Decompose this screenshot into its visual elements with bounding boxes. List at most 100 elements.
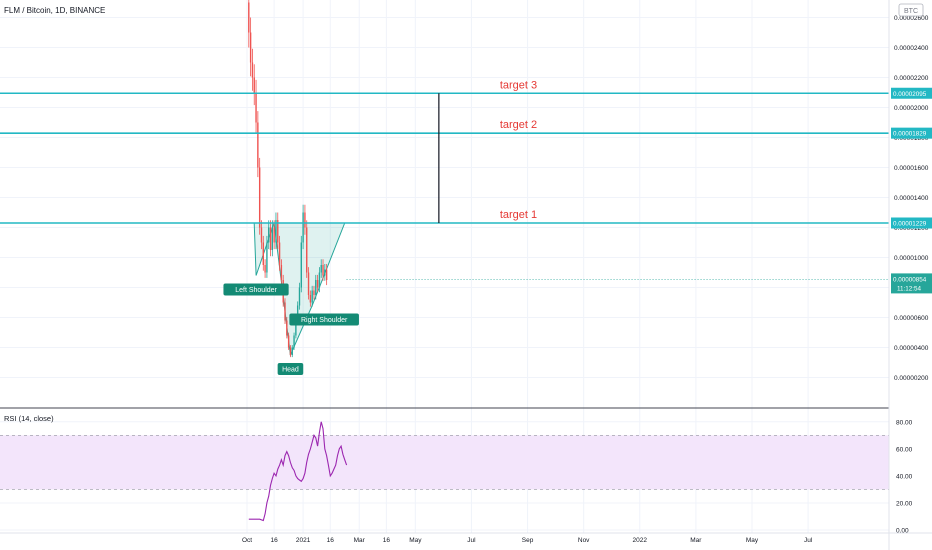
- current-price-tag: [891, 273, 932, 294]
- candle-body: [253, 77, 255, 93]
- candle-body: [278, 242, 281, 265]
- countdown-label: 11:12:54: [897, 285, 922, 292]
- target-price-tag-label: 0.00001229: [893, 221, 927, 228]
- candle-body: [257, 122, 259, 168]
- time-tick-label: 2022: [633, 537, 648, 544]
- left-shoulder-label: Left Shoulder: [235, 287, 277, 294]
- candle-body: [266, 242, 268, 273]
- rsi-tick-label: 0.00: [896, 528, 909, 535]
- current-price-label: 0.00000854: [893, 276, 927, 283]
- target-lines[interactable]: target 1 target 2 target 3: [0, 79, 889, 224]
- candle-body: [296, 305, 299, 318]
- candle-body: [251, 62, 254, 78]
- candle-body: [280, 265, 283, 280]
- right-shoulder-label: Right Shoulder: [301, 317, 348, 324]
- target-label: target 1: [500, 209, 537, 221]
- candle-body: [304, 212, 306, 228]
- candle-body: [315, 280, 317, 295]
- rsi-tick-label: 20.00: [896, 500, 913, 507]
- candle-body: [287, 335, 290, 348]
- right-shoulder-label-box: [289, 313, 359, 326]
- time-tick-label: Nov: [578, 537, 590, 544]
- candle-body: [291, 347, 293, 355]
- candle-body: [311, 290, 313, 303]
- time-tick-label: 16: [327, 537, 335, 544]
- target-price-tag-label: 0.00001829: [893, 131, 927, 138]
- price-tick-label: 0.00000600: [894, 315, 929, 322]
- time-tick-label: Mar: [354, 537, 366, 544]
- price-tick-label: 0.00002200: [894, 75, 929, 82]
- rsi-band-fill: [0, 435, 889, 490]
- time-tick-label: Sep: [522, 537, 534, 544]
- price-tick-label: 0.00002000: [894, 105, 929, 112]
- left-shoulder-label-box: [223, 283, 289, 296]
- price-tick-label: 0.00002600: [894, 15, 929, 22]
- currency-badge-label: BTC: [904, 8, 918, 15]
- candle-body: [320, 265, 322, 273]
- rsi-band: [0, 434, 889, 490]
- candle-body: [268, 227, 270, 243]
- candle-body: [262, 242, 264, 265]
- candle-body: [325, 269, 328, 280]
- rsi-title: RSI (14, close): [4, 414, 54, 423]
- rsi-series-line: [248, 421, 348, 522]
- candle-body: [248, 2, 250, 33]
- price-candles[interactable]: [248, 0, 328, 358]
- candle-body: [271, 227, 274, 250]
- target-label: target 2: [500, 119, 537, 131]
- target-price-tag: [891, 217, 932, 229]
- rsi-tick-label: 80.00: [896, 419, 913, 426]
- time-tick-label: Mar: [690, 537, 702, 544]
- target-price-tag-label: 0.00002095: [893, 91, 927, 98]
- candle-body: [275, 220, 277, 243]
- target-price-tag: [891, 127, 932, 139]
- candle-body: [293, 335, 295, 348]
- candle-body: [316, 280, 319, 288]
- candle-body: [295, 317, 297, 336]
- candle-body: [273, 227, 275, 243]
- price-tick-label: 0.00001600: [894, 165, 929, 172]
- head-label: Head: [282, 367, 299, 374]
- candle-body: [289, 347, 292, 355]
- target-label: target 3: [500, 79, 537, 91]
- pattern-labels: Left Shoulder Head Right Shoulder: [223, 283, 359, 375]
- price-tick-label: 0.00001000: [894, 255, 929, 262]
- price-tick-label: 0.00002400: [894, 45, 929, 52]
- price-tick-label: 0.00000400: [894, 345, 929, 352]
- time-tick-label: Jul: [467, 537, 476, 544]
- time-tick-label: Oct: [242, 537, 252, 544]
- time-tick-label: Jul: [804, 537, 813, 544]
- price-tick-label: 0.00000200: [894, 375, 929, 382]
- candle-body: [306, 227, 308, 273]
- rsi-line[interactable]: [248, 421, 348, 522]
- time-axis[interactable]: Oct 16 2021 16 Mar 16 May Jul Sep Nov 2022 Mar May Ju…: [242, 537, 813, 544]
- target-price-tag: [891, 87, 932, 99]
- candle-body: [313, 290, 315, 295]
- candle-body: [277, 220, 279, 243]
- candle-body: [298, 287, 301, 306]
- price-tags: 0.00001229 0.00001829 0.00002095 0.00000854…: [346, 87, 932, 294]
- candle-body: [318, 272, 321, 288]
- candle-body: [302, 212, 304, 243]
- rsi-tick-label: 60.00: [896, 446, 913, 453]
- candle-body: [264, 265, 266, 273]
- time-tick-label: 16: [271, 537, 279, 544]
- rsi-tick-label: 40.00: [896, 473, 913, 480]
- candle-body: [324, 269, 326, 276]
- candle-body: [286, 320, 288, 336]
- time-tick-label: 2021: [296, 537, 311, 544]
- candle-body: [309, 295, 312, 303]
- chart-title: FLM / Bitcoin, 1D, BINANCE: [4, 6, 105, 15]
- candle-body: [258, 167, 261, 228]
- candle-body: [260, 227, 263, 243]
- candle-body: [249, 32, 252, 63]
- time-tick-label: May: [746, 537, 759, 544]
- candle-body: [307, 272, 310, 295]
- candle-body: [300, 242, 302, 288]
- candle-body: [255, 92, 257, 123]
- rsi-axis[interactable]: 80.00 60.00 40.00 20.00 0.00: [896, 419, 913, 534]
- currency-badge[interactable]: [898, 3, 924, 17]
- time-tick-label: 16: [383, 537, 391, 544]
- candle-body: [269, 227, 272, 250]
